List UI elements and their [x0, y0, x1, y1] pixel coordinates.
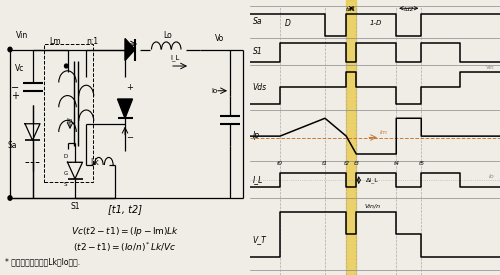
Text: Lk: Lk	[90, 158, 100, 167]
Circle shape	[8, 47, 12, 52]
Text: Vin/n: Vin/n	[365, 204, 381, 209]
Text: Ip: Ip	[252, 131, 260, 140]
Text: $Vc(t2-t1) = (Ip - \mathrm{Im})Lk$: $Vc(t2-t1) = (Ip - \mathrm{Im})Lk$	[71, 224, 179, 238]
Text: t4: t4	[393, 161, 399, 166]
Text: td1: td1	[346, 7, 356, 12]
Text: Im: Im	[380, 130, 388, 135]
Text: t1: t1	[322, 161, 328, 166]
Text: +: +	[11, 91, 19, 101]
Text: Lo: Lo	[163, 31, 172, 40]
Text: 1-D: 1-D	[370, 20, 382, 26]
Text: n:1: n:1	[86, 37, 99, 46]
Text: D: D	[63, 154, 68, 159]
Text: ΔI_L: ΔI_L	[366, 177, 379, 183]
Text: S1: S1	[70, 202, 80, 211]
Text: −: −	[126, 133, 134, 142]
Text: I_L: I_L	[170, 54, 179, 61]
Text: −: −	[11, 83, 19, 93]
Text: t2: t2	[343, 161, 349, 166]
Text: VT: VT	[120, 99, 130, 105]
Text: td2: td2	[404, 7, 414, 12]
Circle shape	[64, 64, 68, 68]
Text: Vc: Vc	[16, 64, 24, 73]
Text: Sa: Sa	[8, 141, 18, 150]
Polygon shape	[125, 39, 135, 60]
Text: Vin: Vin	[486, 65, 495, 70]
Text: I_L: I_L	[252, 175, 263, 184]
Text: S1: S1	[252, 47, 262, 56]
Text: Lm: Lm	[49, 37, 61, 46]
Text: t0: t0	[277, 161, 283, 166]
Text: Io: Io	[489, 174, 495, 179]
Text: Vds: Vds	[252, 83, 266, 92]
Text: S: S	[64, 182, 68, 187]
Text: Vo: Vo	[216, 34, 224, 43]
Circle shape	[8, 196, 12, 200]
Polygon shape	[118, 99, 132, 118]
Text: t5: t5	[418, 161, 424, 166]
Text: V_T: V_T	[252, 235, 266, 244]
Bar	[346, 0, 356, 275]
Text: G: G	[63, 171, 68, 176]
Text: +: +	[126, 84, 134, 92]
Text: Io: Io	[212, 88, 218, 94]
Text: * 副边串压的死区跟Lk和Io有关.: * 副边串压的死区跟Lk和Io有关.	[5, 258, 80, 267]
Text: t3: t3	[353, 161, 359, 166]
Text: Vin: Vin	[16, 31, 28, 40]
Text: [t1, t2]: [t1, t2]	[108, 204, 142, 214]
Text: Ip: Ip	[67, 118, 73, 124]
Text: Sa: Sa	[252, 17, 262, 26]
Text: $(t2-t1) = (Io/n)^* Lk/Vc$: $(t2-t1) = (Io/n)^* Lk/Vc$	[73, 241, 177, 254]
Text: D: D	[284, 19, 290, 28]
